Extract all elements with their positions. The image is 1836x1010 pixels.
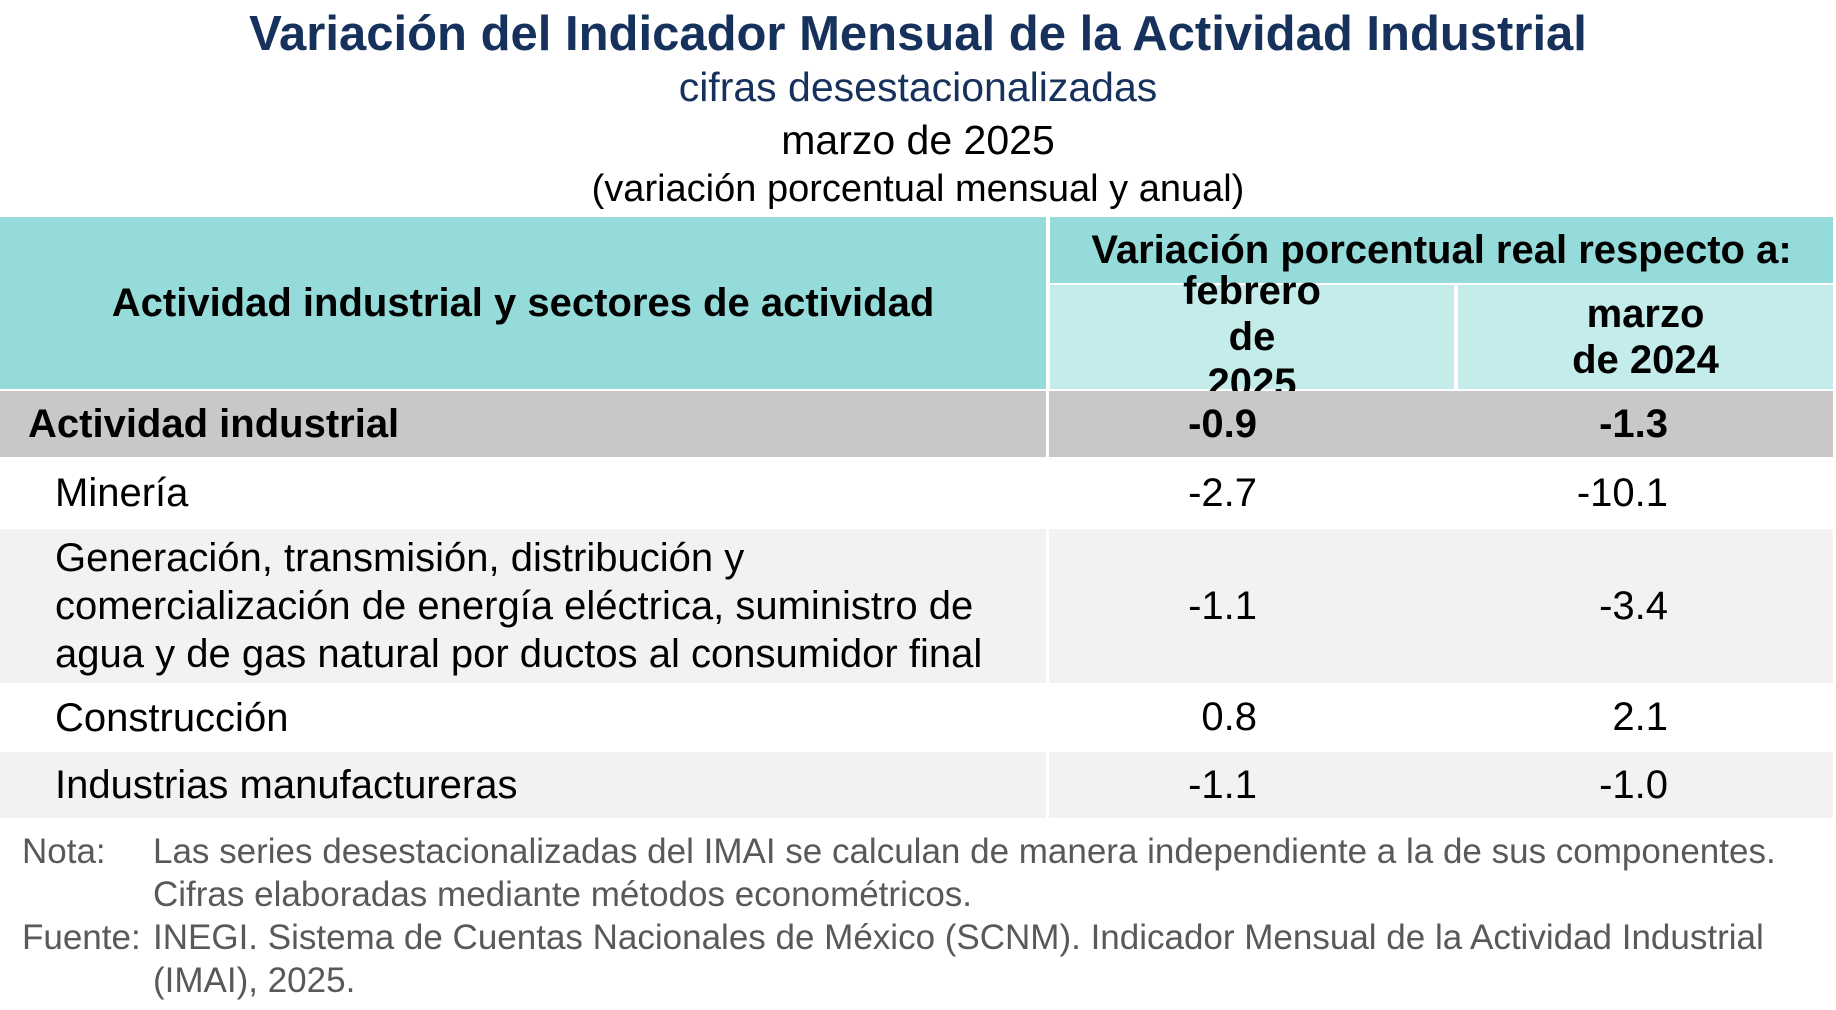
note-text: INEGI. Sistema de Cuentas Nacionales de …	[153, 918, 1764, 1000]
cell-value: -1.0	[1459, 752, 1668, 818]
note-text: Las series desestacionalizadas del IMAI …	[153, 832, 1776, 914]
divider	[1257, 391, 1459, 457]
column-header: marzo de 2024	[1458, 285, 1833, 389]
subtitle: cifras desestacionalizadas	[678, 64, 1158, 110]
divider	[1257, 529, 1459, 683]
group-header: Variación porcentual real respecto a:	[1050, 217, 1833, 283]
divider	[1668, 391, 1833, 457]
cell-value: -3.4	[1459, 529, 1668, 683]
unit: (variación porcentual mensual y anual)	[591, 168, 1245, 210]
divider	[1257, 685, 1459, 750]
column-header: febrero de 2025	[1050, 269, 1454, 405]
divider	[1668, 529, 1833, 683]
divider	[1257, 459, 1459, 527]
row-label: Industrias manufactureras	[0, 752, 1046, 818]
row-label: Actividad industrial	[0, 391, 1046, 457]
note-label: Fuente:	[22, 918, 141, 957]
note-label: Nota:	[22, 832, 106, 871]
title: Variación del Indicador Mensual de la Ac…	[249, 7, 1587, 61]
divider	[1668, 752, 1833, 818]
row-label: Minería	[0, 459, 1046, 527]
cell-value: 0.8	[1049, 685, 1257, 750]
row-header: Actividad industrial y sectores de activ…	[0, 217, 1046, 389]
cell-value: 2.1	[1459, 685, 1668, 750]
divider	[1668, 459, 1833, 527]
row-label: Construcción	[0, 685, 1046, 750]
cell-value: -1.1	[1049, 752, 1257, 818]
cell-value: -0.9	[1049, 391, 1257, 457]
cell-value: -1.1	[1049, 529, 1257, 683]
divider	[1257, 752, 1459, 818]
cell-value: -10.1	[1459, 459, 1668, 527]
divider	[1668, 685, 1833, 750]
cell-value: -2.7	[1049, 459, 1257, 527]
cell-value: -1.3	[1459, 391, 1668, 457]
period: marzo de 2025	[781, 117, 1055, 163]
row-label: Generación, transmisión, distribución y …	[0, 529, 1046, 683]
